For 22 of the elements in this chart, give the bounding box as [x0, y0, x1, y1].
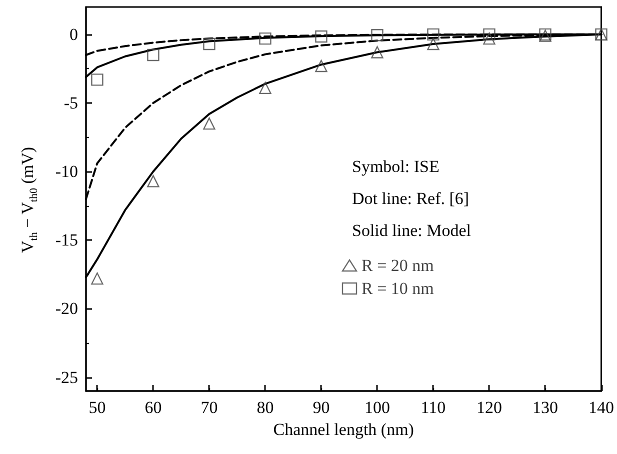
x-tick-label: 50: [88, 398, 106, 417]
legend-label: R = 20 nm: [362, 256, 434, 275]
x-tick-label: 120: [476, 398, 502, 417]
x-tick-label: 90: [312, 398, 330, 417]
y-tick-label: -15: [55, 230, 78, 250]
x-axis-title: Channel length (nm): [273, 420, 414, 439]
annotation: Symbol: ISE: [352, 157, 440, 176]
y-tick-label: -25: [55, 368, 78, 387]
x-tick-label: 70: [200, 398, 218, 417]
y-tick-label: -20: [55, 299, 78, 318]
y-tick-label: 0: [70, 24, 78, 44]
annotation: Dot line: Ref. [6]: [352, 189, 470, 208]
x-tick-label: 110: [420, 398, 446, 417]
y-tick-label: -10: [55, 162, 78, 182]
x-tick-label: 100: [364, 398, 390, 417]
y-tick-label: -5: [64, 94, 78, 112]
legend-label: R = 10 nm: [362, 279, 434, 298]
x-tick-label: 140: [588, 398, 614, 417]
x-tick-label: 60: [144, 398, 162, 417]
x-tick-label: 80: [256, 398, 274, 417]
x-tick-label: 130: [532, 398, 558, 417]
annotation: Solid line: Model: [352, 221, 472, 240]
